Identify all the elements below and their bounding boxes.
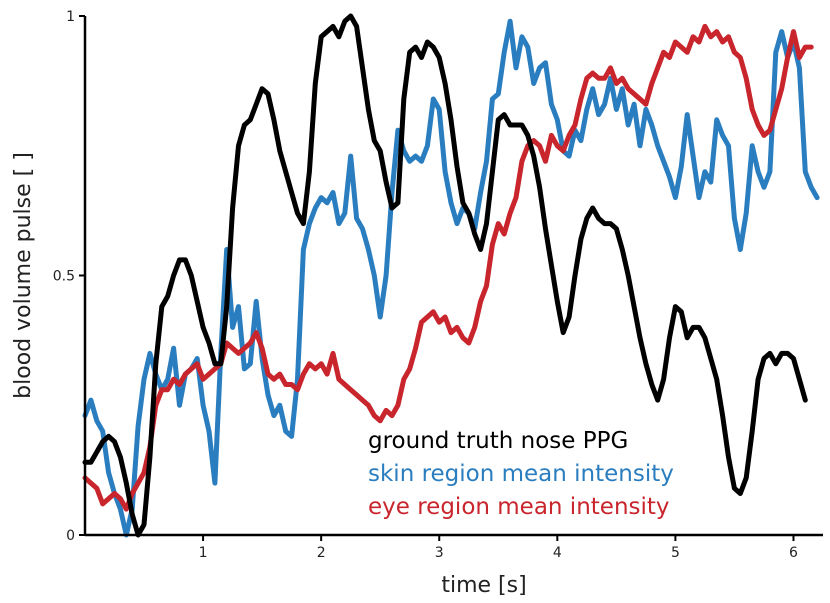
x-axis-title: time [s] xyxy=(441,573,526,598)
ticks-layer: 1 2 3 4 5 6 0 0.5 1 xyxy=(53,9,798,561)
x-tick-label: 2 xyxy=(317,545,326,561)
axes-layer xyxy=(83,16,823,537)
series-line-ground-truth xyxy=(82,13,808,538)
legend: ground truth nose PPG skin region mean i… xyxy=(368,428,674,520)
x-tick-label: 1 xyxy=(199,545,208,561)
y-tick-label: 1 xyxy=(66,9,75,25)
series-layer xyxy=(82,13,820,538)
x-tick-label: 6 xyxy=(789,545,798,561)
legend-entry-ground-truth: ground truth nose PPG xyxy=(368,428,628,454)
y-axis-title: blood volume pulse [ ] xyxy=(11,152,36,399)
legend-entry-skin-region: skin region mean intensity xyxy=(368,461,674,487)
series-line-eye-region xyxy=(82,23,814,512)
y-tick-label: 0 xyxy=(66,528,75,544)
x-tick-label: 3 xyxy=(435,545,444,561)
x-tick-label: 4 xyxy=(553,545,562,561)
y-tick-label: 0.5 xyxy=(53,269,75,285)
legend-entry-eye-region: eye region mean intensity xyxy=(368,494,670,520)
series-line-skin-region xyxy=(82,18,820,538)
x-tick-label: 5 xyxy=(671,545,680,561)
